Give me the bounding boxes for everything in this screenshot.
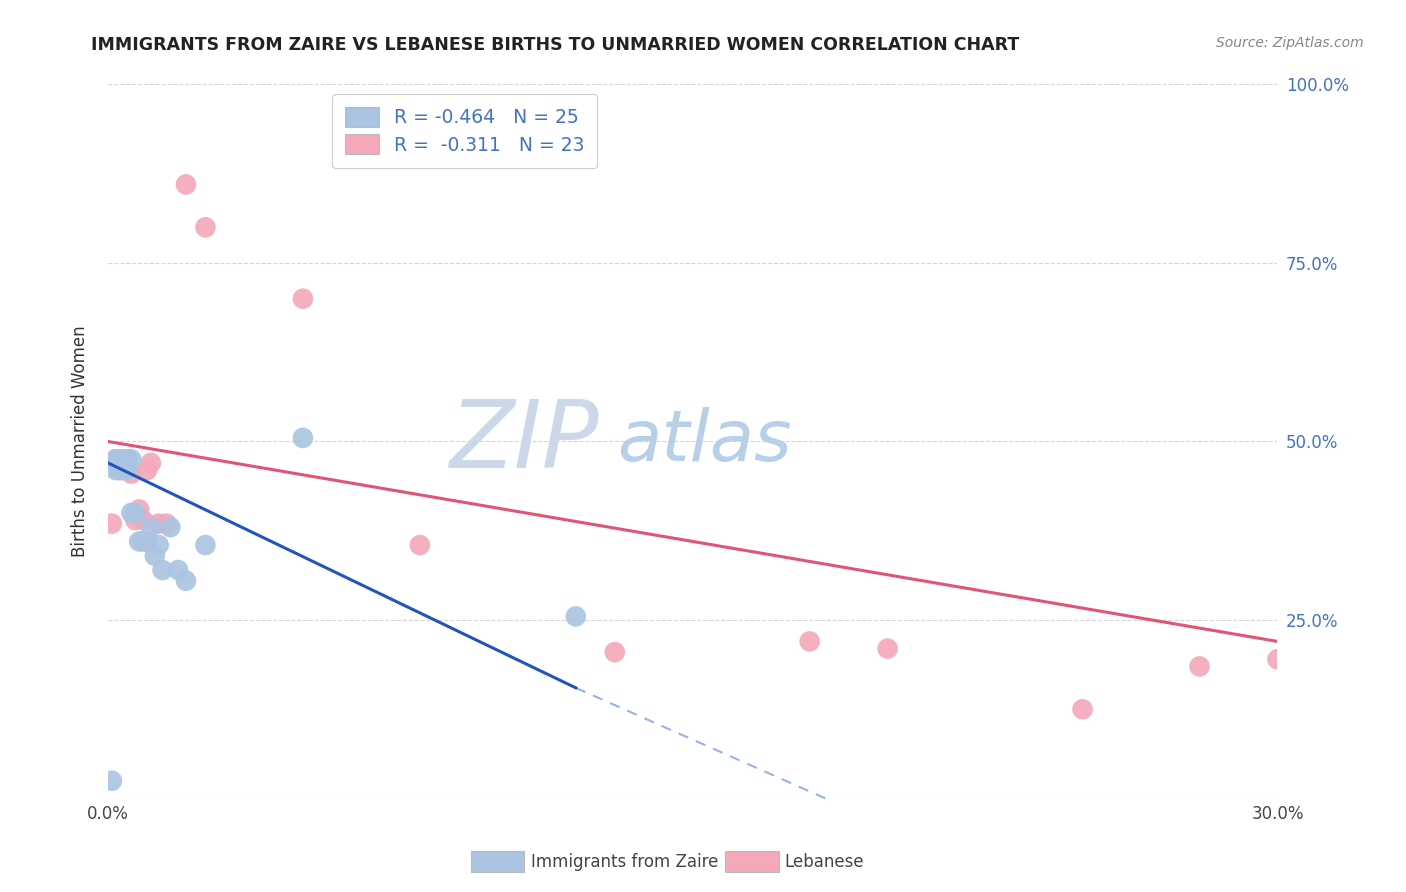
Point xyxy=(174,574,197,588)
Point xyxy=(101,773,124,788)
Point xyxy=(104,452,127,467)
Point xyxy=(112,463,135,477)
Point xyxy=(108,463,131,477)
Point xyxy=(291,292,314,306)
Point xyxy=(291,431,314,445)
Point xyxy=(155,516,177,531)
Point xyxy=(124,506,146,520)
Point xyxy=(174,178,197,192)
Point xyxy=(120,506,142,520)
Point xyxy=(194,538,217,552)
Point xyxy=(108,463,131,477)
Point xyxy=(152,563,174,577)
Point xyxy=(120,467,142,481)
Point xyxy=(1071,702,1094,716)
Point xyxy=(112,463,135,477)
Text: ZIP: ZIP xyxy=(450,396,599,487)
Y-axis label: Births to Unmarried Women: Births to Unmarried Women xyxy=(72,326,89,558)
Point xyxy=(167,563,190,577)
Point xyxy=(565,609,588,624)
Text: IMMIGRANTS FROM ZAIRE VS LEBANESE BIRTHS TO UNMARRIED WOMEN CORRELATION CHART: IMMIGRANTS FROM ZAIRE VS LEBANESE BIRTHS… xyxy=(91,36,1019,54)
Point xyxy=(117,463,139,477)
Point xyxy=(101,516,124,531)
Point xyxy=(136,534,159,549)
Point xyxy=(148,538,170,552)
Text: Lebanese: Lebanese xyxy=(785,853,865,871)
Point xyxy=(104,452,127,467)
Legend: R = -0.464   N = 25, R =  -0.311   N = 23: R = -0.464 N = 25, R = -0.311 N = 23 xyxy=(332,94,598,168)
Point xyxy=(132,534,155,549)
Point xyxy=(117,452,139,467)
Point xyxy=(148,516,170,531)
Point xyxy=(120,452,142,467)
Point xyxy=(159,520,181,534)
Point xyxy=(112,452,135,467)
Point xyxy=(136,463,159,477)
Point xyxy=(799,634,821,648)
Point xyxy=(104,463,127,477)
Text: Source: ZipAtlas.com: Source: ZipAtlas.com xyxy=(1216,36,1364,50)
Point xyxy=(132,513,155,527)
Point xyxy=(139,456,162,470)
Point xyxy=(139,520,162,534)
Point xyxy=(143,549,166,563)
Text: Immigrants from Zaire: Immigrants from Zaire xyxy=(531,853,718,871)
Point xyxy=(108,452,131,467)
Point xyxy=(124,513,146,527)
Point xyxy=(1188,659,1211,673)
Point xyxy=(128,534,150,549)
Point xyxy=(603,645,626,659)
Point xyxy=(409,538,432,552)
Point xyxy=(1267,652,1289,666)
Point xyxy=(876,641,898,656)
Point xyxy=(117,452,139,467)
Point xyxy=(194,220,217,235)
Text: atlas: atlas xyxy=(617,407,792,476)
Point xyxy=(128,502,150,516)
